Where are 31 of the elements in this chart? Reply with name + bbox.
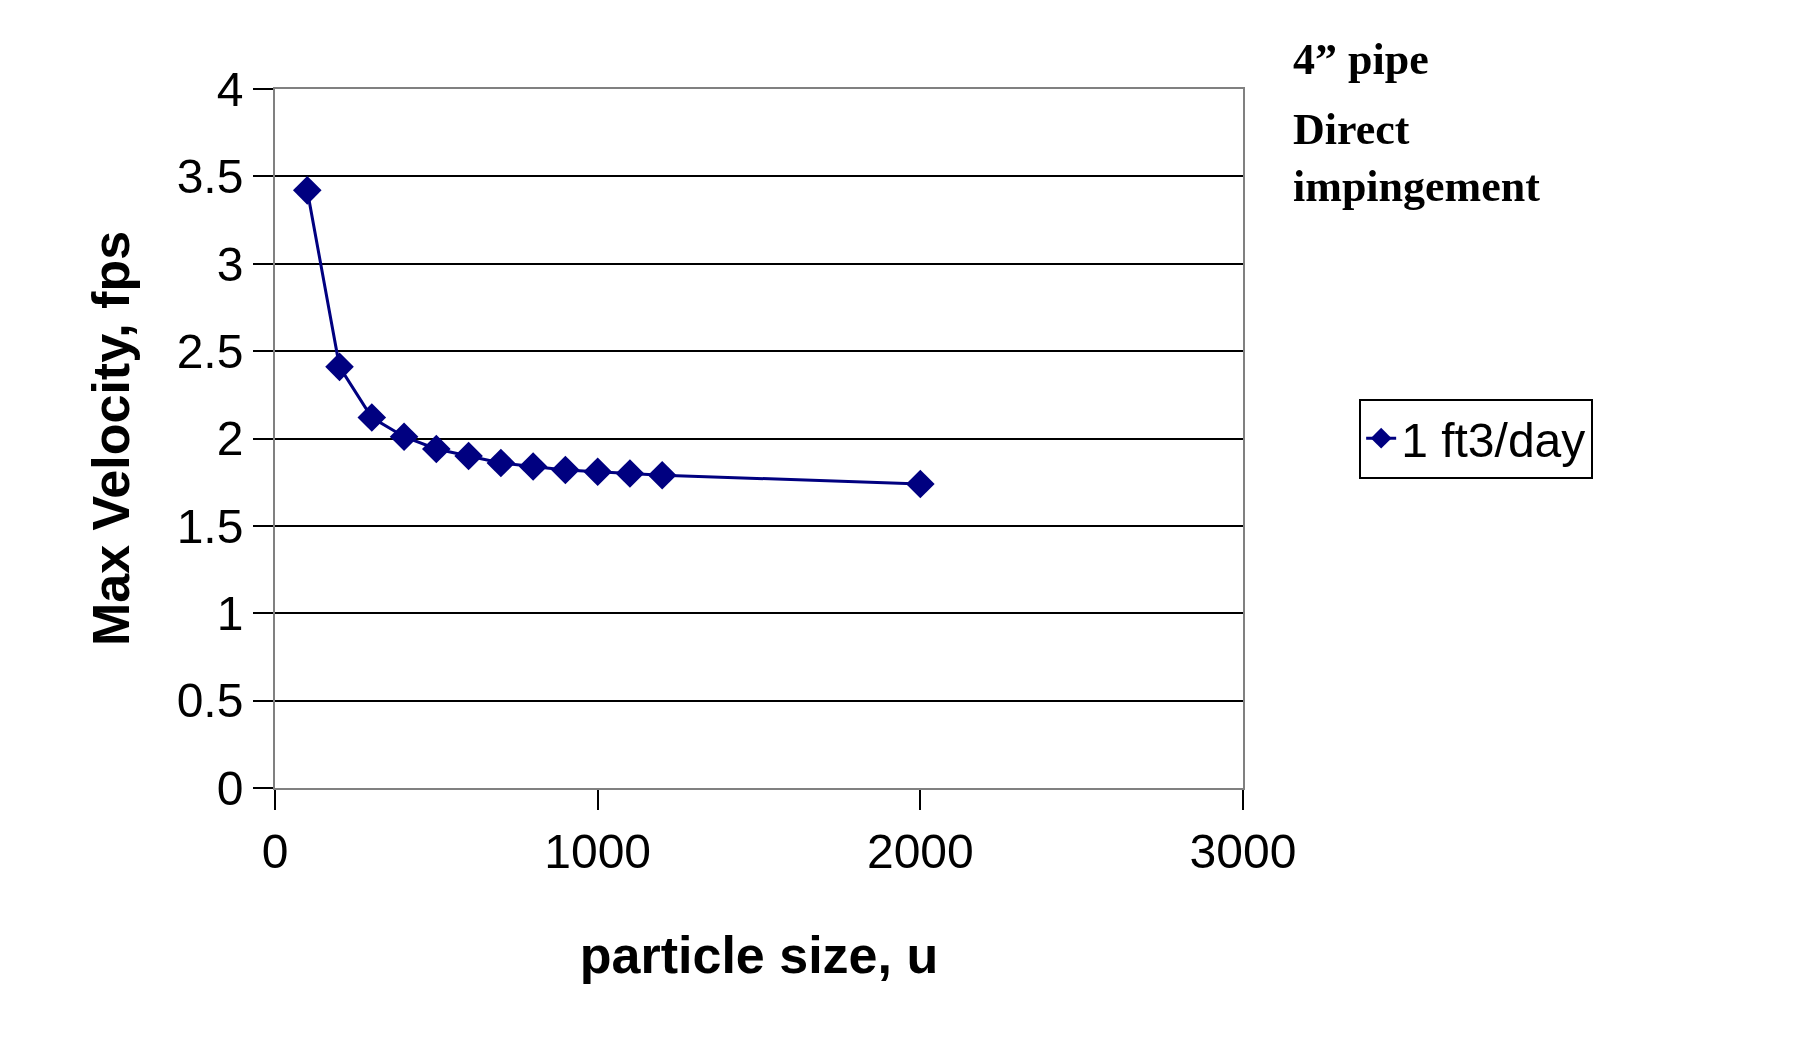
point — [486, 448, 516, 478]
point — [325, 352, 354, 382]
y-tick-label: 4 — [216, 62, 244, 116]
y-tick-label: 3 — [216, 237, 244, 291]
point — [422, 434, 451, 464]
y-tick-label: 0 — [216, 761, 244, 815]
y-tick-label: 1.5 — [176, 499, 244, 553]
point — [647, 460, 677, 490]
x-tick-label: 0 — [261, 824, 289, 878]
x-tick-label: 2000 — [866, 824, 974, 878]
y-tick-label: 3.5 — [176, 150, 244, 204]
y-tick-label: 2.5 — [176, 324, 244, 378]
point — [615, 459, 645, 488]
y-tick-label: 0.5 — [176, 674, 244, 728]
y-axis-title: Max Velocity, fps — [82, 230, 141, 647]
point — [357, 403, 387, 432]
point — [551, 455, 580, 485]
point — [906, 469, 935, 499]
point — [389, 422, 419, 452]
x-tick-label: 3000 — [1189, 824, 1297, 878]
y-tick-label: 2 — [216, 412, 244, 466]
x-axis-title: particle size, u — [579, 926, 939, 984]
x-tick-label: 1000 — [544, 824, 652, 878]
point — [454, 441, 483, 471]
point — [518, 452, 548, 481]
text: Direct impingement — [1293, 105, 1541, 212]
text: 4” pipe — [1293, 35, 1429, 84]
point — [292, 176, 322, 205]
legend-label: 1 ft3/day — [1401, 413, 1586, 467]
point — [583, 457, 612, 486]
y-tick-label: 1 — [216, 587, 244, 641]
